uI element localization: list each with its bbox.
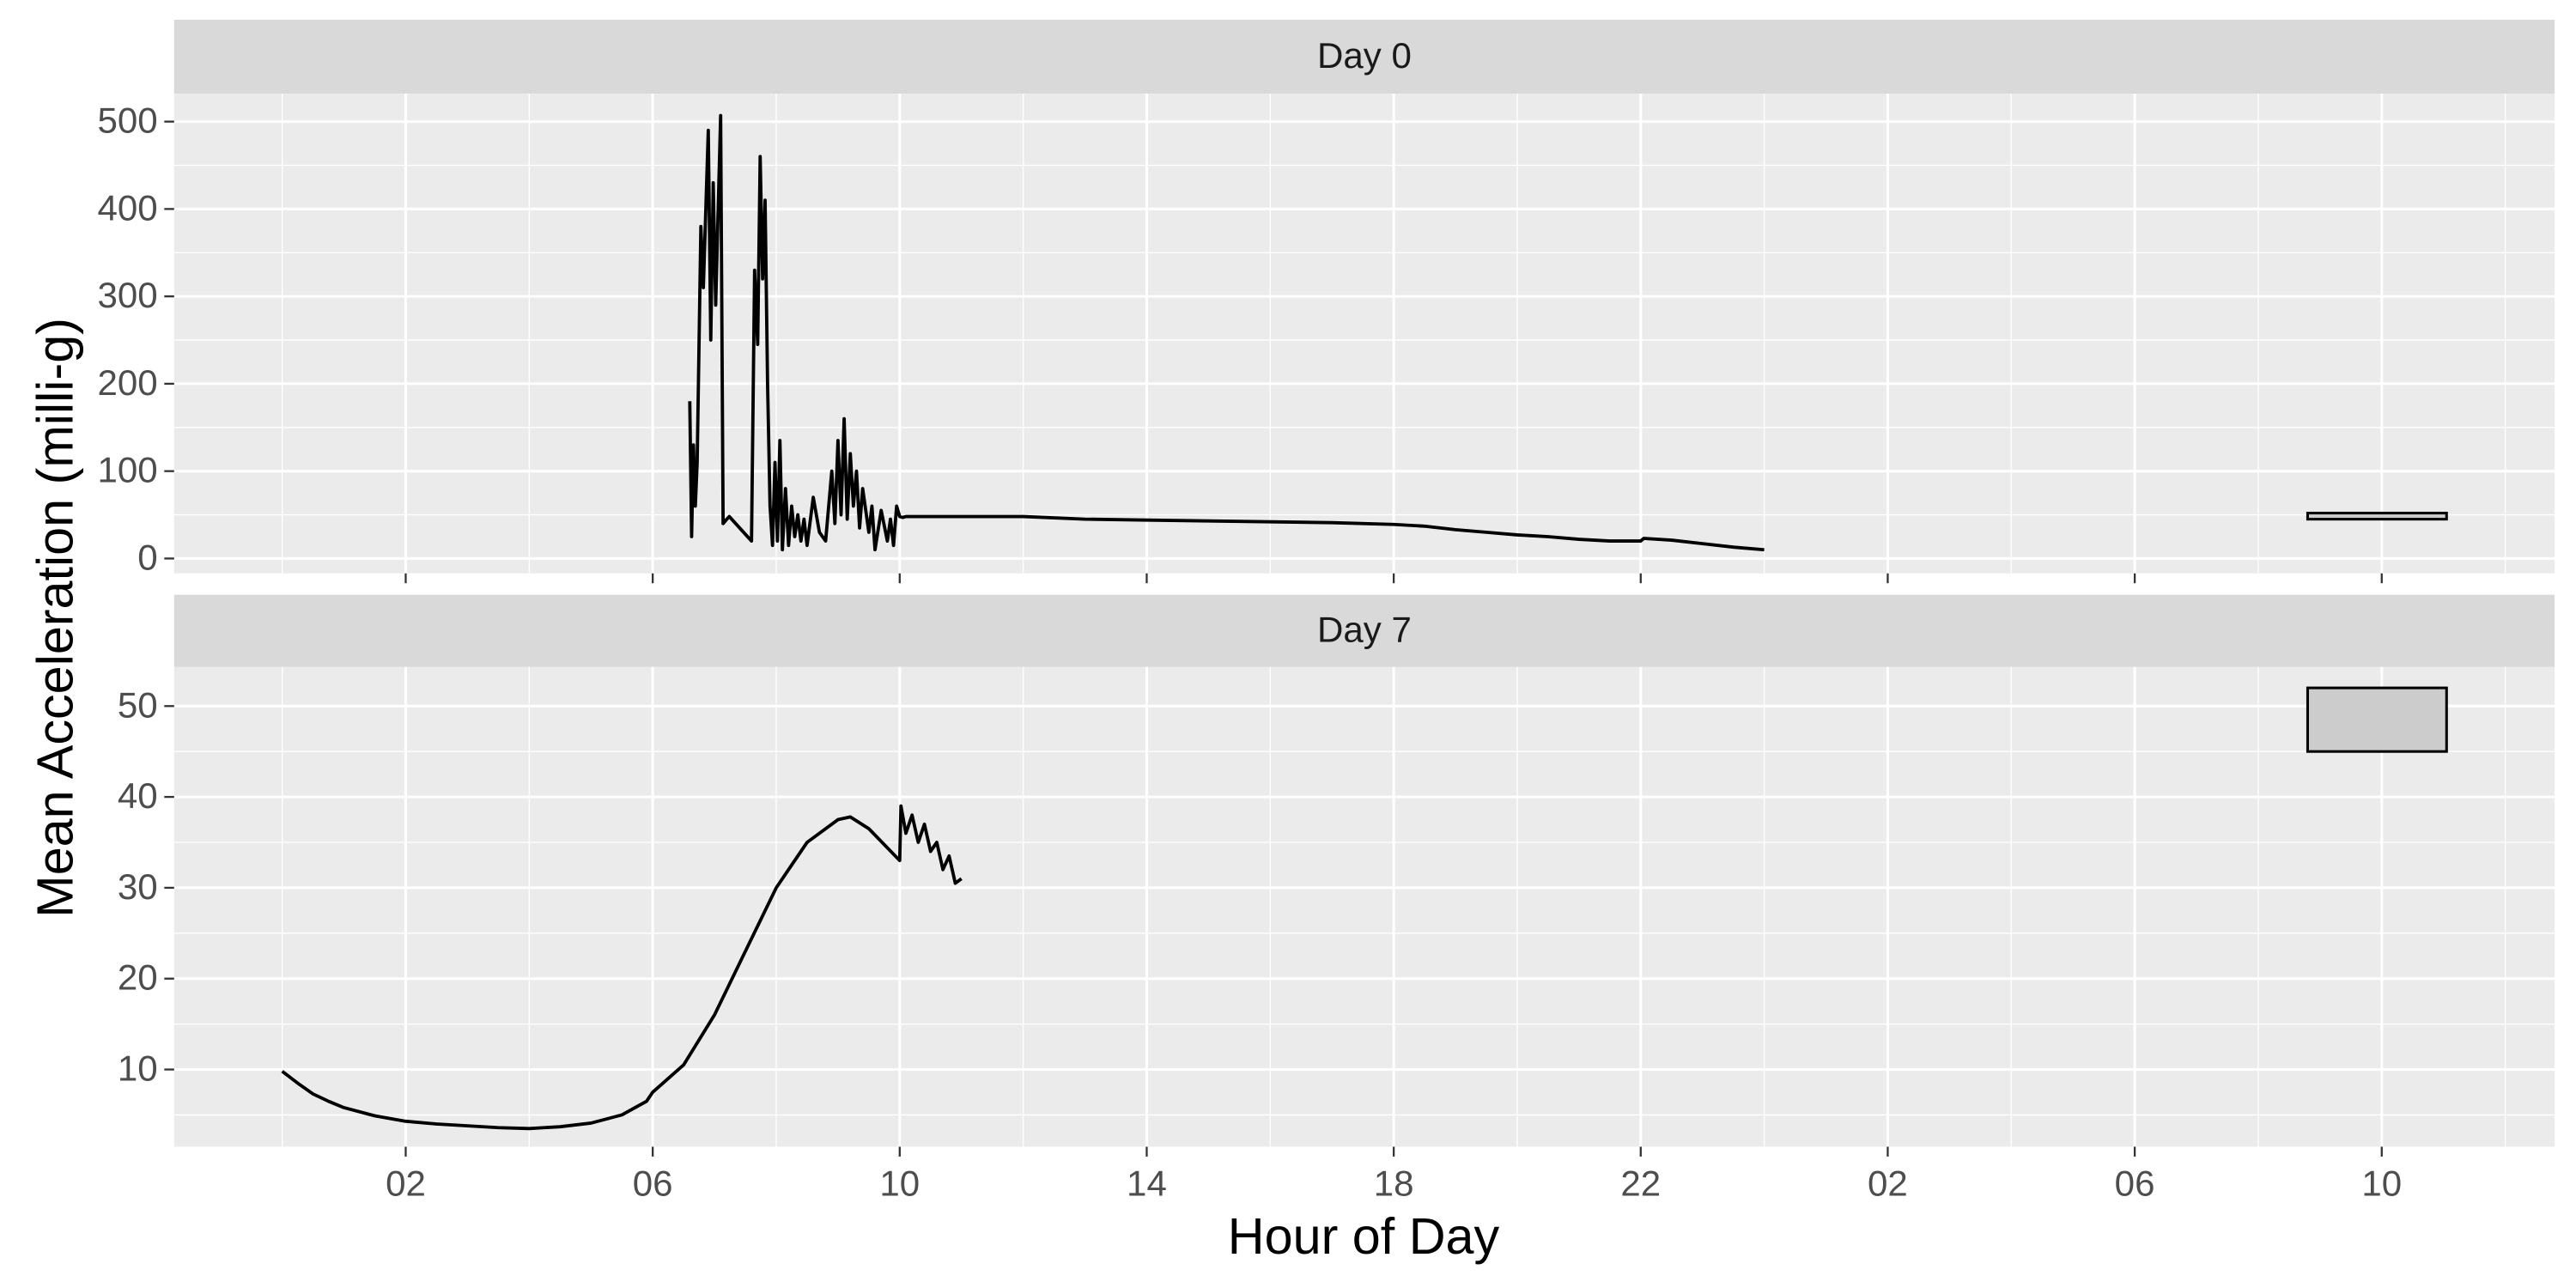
- y-axis-title: Mean Acceleration (milli-g): [27, 318, 84, 918]
- annotation-rect: [2306, 686, 2448, 753]
- facet-title: Day 7: [1317, 610, 1412, 650]
- y-tick-label: 300: [97, 275, 157, 315]
- x-tick-label: 10: [2361, 1163, 2402, 1204]
- y-tick-label: 20: [118, 957, 158, 998]
- facet-strip: [173, 594, 2555, 667]
- y-tick-label: 500: [97, 100, 157, 141]
- facet-strip: [173, 19, 2555, 94]
- y-tick-label: 0: [137, 537, 157, 577]
- data-line: [281, 804, 963, 1131]
- y-tick-label: 30: [118, 866, 158, 907]
- x-axis-title: Hour of Day: [1228, 1207, 1500, 1265]
- data-line: [688, 113, 1765, 552]
- facet-title: Day 0: [1317, 35, 1412, 76]
- y-tick-label: 10: [118, 1048, 158, 1089]
- x-tick-label: 06: [633, 1163, 673, 1204]
- y-tick-label: 50: [118, 684, 158, 725]
- y-tick-label: 400: [97, 187, 157, 228]
- x-tick-label: 06: [2115, 1163, 2155, 1204]
- x-tick-label: 10: [879, 1163, 920, 1204]
- y-tick-label: 40: [118, 775, 158, 816]
- x-tick-label: 18: [1374, 1163, 1414, 1204]
- y-tick-label: 100: [97, 450, 157, 490]
- x-tick-label: 02: [386, 1163, 426, 1204]
- y-tick-label: 200: [97, 362, 157, 403]
- x-tick-label: 22: [1620, 1163, 1661, 1204]
- panel-background: [173, 94, 2555, 574]
- x-tick-label: 02: [1868, 1163, 1908, 1204]
- annotation-rect: [2306, 511, 2448, 521]
- x-tick-label: 14: [1127, 1163, 1167, 1204]
- panel-background: [173, 666, 2555, 1147]
